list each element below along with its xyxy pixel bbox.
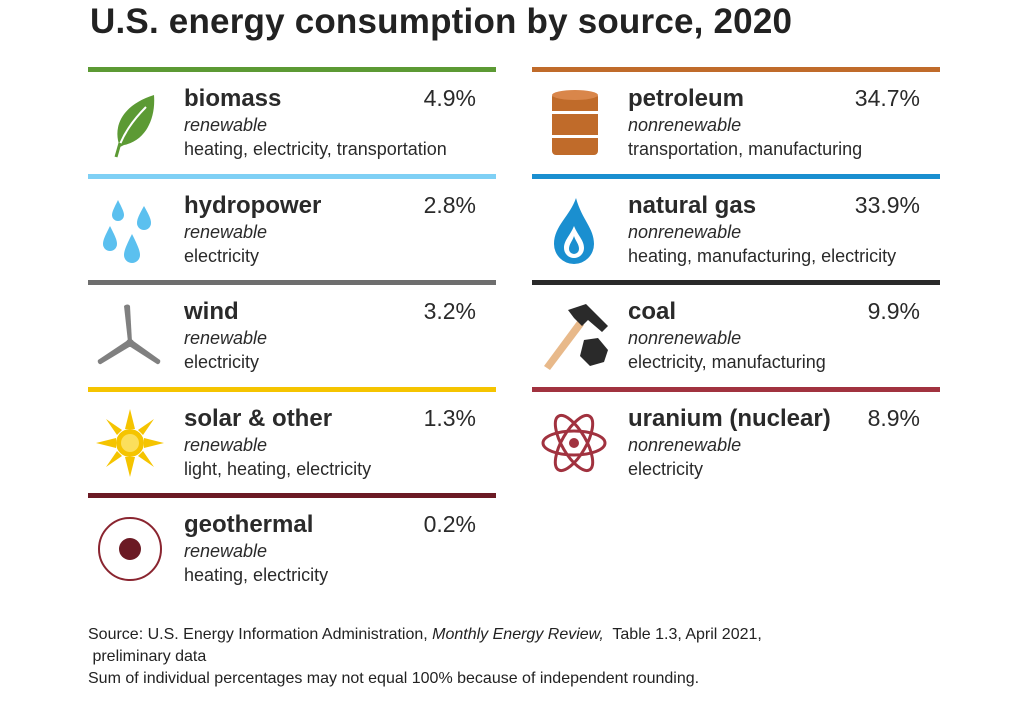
source-name: hydropower xyxy=(184,191,322,219)
source-type: nonrenewable xyxy=(628,115,742,135)
category-bar xyxy=(88,173,496,179)
source-uses: electricity xyxy=(184,352,260,372)
source-uses: light, heating, electricity xyxy=(184,458,372,479)
gas-flame-icon xyxy=(538,194,610,266)
source-type: renewable xyxy=(184,115,268,135)
source-item-coal: coal 9.9% nonrenewable electricity, manu… xyxy=(532,280,940,387)
source-item-natural-gas: natural gas 33.9% nonrenewable heating, … xyxy=(532,173,940,281)
source-uses: electricity xyxy=(184,245,260,266)
category-bar xyxy=(532,67,940,72)
source-item-solar: solar & other 1.3% renewable light, heat… xyxy=(88,386,496,494)
source-percent: 2.8% xyxy=(423,191,476,218)
source-percent: 34.7% xyxy=(854,85,920,111)
rounding-note: Sum of individual percentages may not eq… xyxy=(88,670,700,687)
leaf-icon xyxy=(94,87,166,159)
source-name: wind xyxy=(184,298,239,325)
source-percent: 1.3% xyxy=(423,404,476,431)
source-name: uranium (nuclear) xyxy=(628,404,831,432)
source-uses: heating, electricity xyxy=(184,565,329,585)
source-item-wind: wind 3.2% renewable electricity xyxy=(88,280,496,387)
renewable-column: biomass 4.9% renewable heating, electric… xyxy=(88,67,496,600)
source-percent: 33.9% xyxy=(854,191,920,218)
source-type: renewable xyxy=(184,541,268,561)
source-item-biomass: biomass 4.9% renewable heating, electric… xyxy=(88,67,496,174)
page-title: U.S. energy consumption by source, 2020 xyxy=(90,2,793,41)
source-percent: 9.9% xyxy=(867,298,920,324)
source-item-hydropower: hydropower 2.8% renewable electricity xyxy=(88,173,496,281)
oil-barrel-icon xyxy=(538,87,610,159)
source-item-uranium: uranium (nuclear) 8.9% nonrenewable elec… xyxy=(532,386,940,494)
source-note: Source: U.S. Energy Information Administ… xyxy=(88,624,762,690)
category-bar xyxy=(532,386,940,392)
publication-title: Monthly Energy Review, xyxy=(432,626,604,643)
source-type: renewable xyxy=(184,221,268,242)
water-drops-icon xyxy=(94,194,166,266)
category-bar xyxy=(532,280,940,285)
source-name: natural gas xyxy=(628,191,757,219)
source-type: nonrenewable xyxy=(628,434,742,455)
source-percent: 4.9% xyxy=(423,85,476,111)
geothermal-icon xyxy=(94,513,166,585)
source-item-petroleum: petroleum 34.7% nonrenewable transportat… xyxy=(532,67,940,174)
source-uses: heating, manufacturing, electricity xyxy=(628,245,897,266)
source-type: nonrenewable xyxy=(628,328,742,348)
source-percent: 3.2% xyxy=(423,298,476,324)
source-type: renewable xyxy=(184,434,268,455)
category-bar xyxy=(88,386,496,392)
source-name: geothermal xyxy=(184,511,314,538)
source-citation: Source: U.S. Energy Information Administ… xyxy=(88,624,762,646)
nonrenewable-column: petroleum 34.7% nonrenewable transportat… xyxy=(532,67,940,493)
source-uses: transportation, manufacturing xyxy=(628,139,863,159)
source-name: biomass xyxy=(184,85,282,112)
category-bar xyxy=(532,173,940,179)
wind-turbine-icon xyxy=(94,300,166,372)
sun-icon xyxy=(94,407,166,479)
atom-icon xyxy=(538,407,610,479)
category-bar xyxy=(88,493,496,498)
coal-pickaxe-icon xyxy=(538,300,610,372)
source-percent: 0.2% xyxy=(423,511,476,537)
source-percent: 8.9% xyxy=(867,404,920,431)
category-bar xyxy=(88,67,496,72)
source-prefix: Source: U.S. Energy Information Administ… xyxy=(88,626,433,643)
category-bar xyxy=(88,280,496,285)
source-uses: heating, electricity, transportation xyxy=(184,139,447,159)
source-name: solar & other xyxy=(184,404,333,432)
source-item-geothermal: geothermal 0.2% renewable heating, elect… xyxy=(88,493,496,600)
source-uses: electricity, manufacturing xyxy=(628,352,826,372)
source-type: nonrenewable xyxy=(628,221,742,242)
source-name: petroleum xyxy=(628,85,745,112)
source-suffix: Table 1.3, April 2021, xyxy=(603,626,762,643)
source-line-2: preliminary data xyxy=(88,648,207,665)
source-type: renewable xyxy=(184,328,268,348)
source-uses: electricity xyxy=(628,458,704,479)
source-name: coal xyxy=(628,298,677,325)
